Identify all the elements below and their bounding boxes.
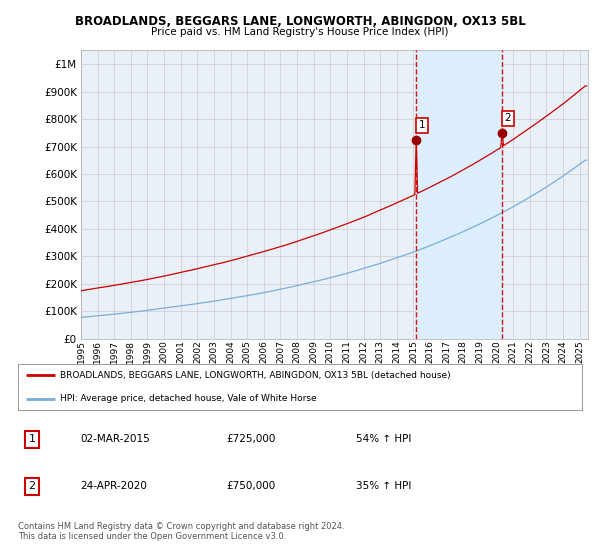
Text: 2: 2 xyxy=(29,482,35,492)
Text: 54% ↑ HPI: 54% ↑ HPI xyxy=(356,435,412,444)
Text: Price paid vs. HM Land Registry's House Price Index (HPI): Price paid vs. HM Land Registry's House … xyxy=(151,27,449,37)
Text: £750,000: £750,000 xyxy=(227,482,276,492)
Text: 24-APR-2020: 24-APR-2020 xyxy=(80,482,147,492)
Text: Contains HM Land Registry data © Crown copyright and database right 2024.
This d: Contains HM Land Registry data © Crown c… xyxy=(18,522,344,542)
Text: 2: 2 xyxy=(505,113,511,123)
Text: 1: 1 xyxy=(419,120,425,130)
Text: BROADLANDS, BEGGARS LANE, LONGWORTH, ABINGDON, OX13 5BL: BROADLANDS, BEGGARS LANE, LONGWORTH, ABI… xyxy=(74,15,526,27)
Bar xyxy=(416,50,502,339)
Text: 1: 1 xyxy=(29,435,35,444)
Text: £725,000: £725,000 xyxy=(227,435,276,444)
Text: 02-MAR-2015: 02-MAR-2015 xyxy=(80,435,150,444)
Text: 35% ↑ HPI: 35% ↑ HPI xyxy=(356,482,412,492)
Text: BROADLANDS, BEGGARS LANE, LONGWORTH, ABINGDON, OX13 5BL (detached house): BROADLANDS, BEGGARS LANE, LONGWORTH, ABI… xyxy=(60,371,451,380)
Text: HPI: Average price, detached house, Vale of White Horse: HPI: Average price, detached house, Vale… xyxy=(60,394,317,403)
